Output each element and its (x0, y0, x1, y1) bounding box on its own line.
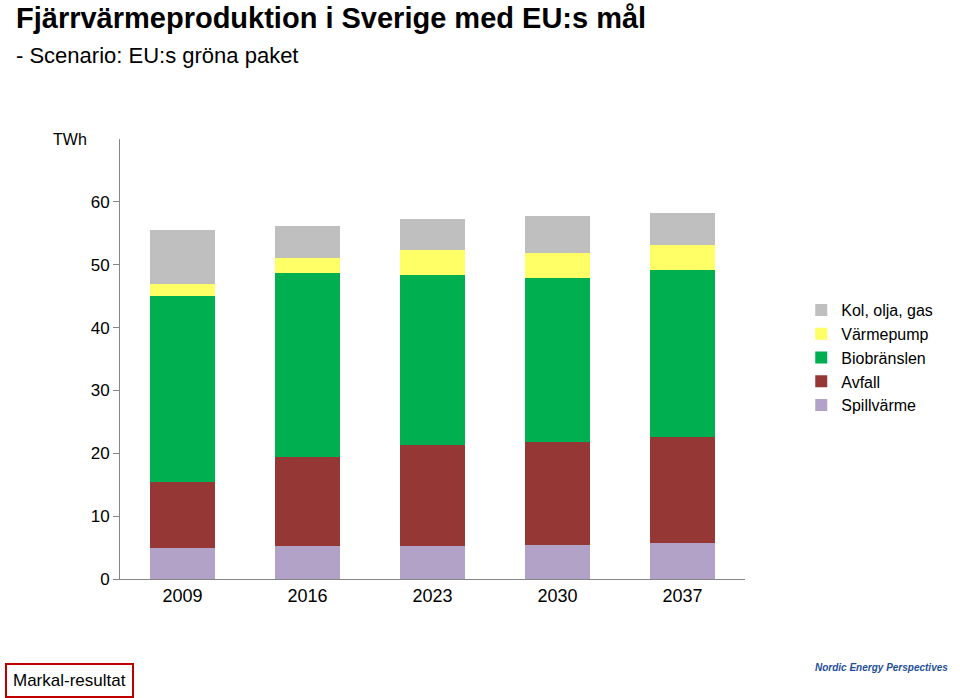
svg-text:2037: 2037 (662, 586, 702, 606)
svg-text:Spillvärme: Spillvärme (841, 397, 916, 414)
svg-text:2030: 2030 (537, 586, 577, 606)
svg-text:40: 40 (91, 319, 110, 338)
svg-text:2009: 2009 (162, 586, 202, 606)
svg-text:0: 0 (100, 570, 109, 589)
svg-text:Markal-resultat: Markal-resultat (13, 671, 126, 690)
svg-text:Avfall: Avfall (841, 374, 880, 391)
svg-text:TWh: TWh (53, 131, 87, 148)
svg-text:Biobränslen: Biobränslen (841, 350, 926, 367)
svg-text:Värmepump: Värmepump (841, 326, 928, 343)
svg-text:Kol, olja, gas: Kol, olja, gas (841, 302, 933, 319)
svg-text:10: 10 (91, 507, 110, 526)
svg-text:Nordic Energy Perspectives: Nordic Energy Perspectives (815, 662, 948, 673)
svg-text:- Scenario: EU:s gröna paket: - Scenario: EU:s gröna paket (16, 43, 298, 68)
svg-text:2023: 2023 (412, 586, 452, 606)
svg-text:60: 60 (91, 193, 110, 212)
svg-text:20: 20 (91, 444, 110, 463)
svg-text:30: 30 (91, 381, 110, 400)
svg-text:2016: 2016 (287, 586, 327, 606)
svg-text:50: 50 (91, 256, 110, 275)
svg-text:Fjärrvärmeproduktion i Sverige: Fjärrvärmeproduktion i Sverige med EU:s … (16, 2, 646, 34)
